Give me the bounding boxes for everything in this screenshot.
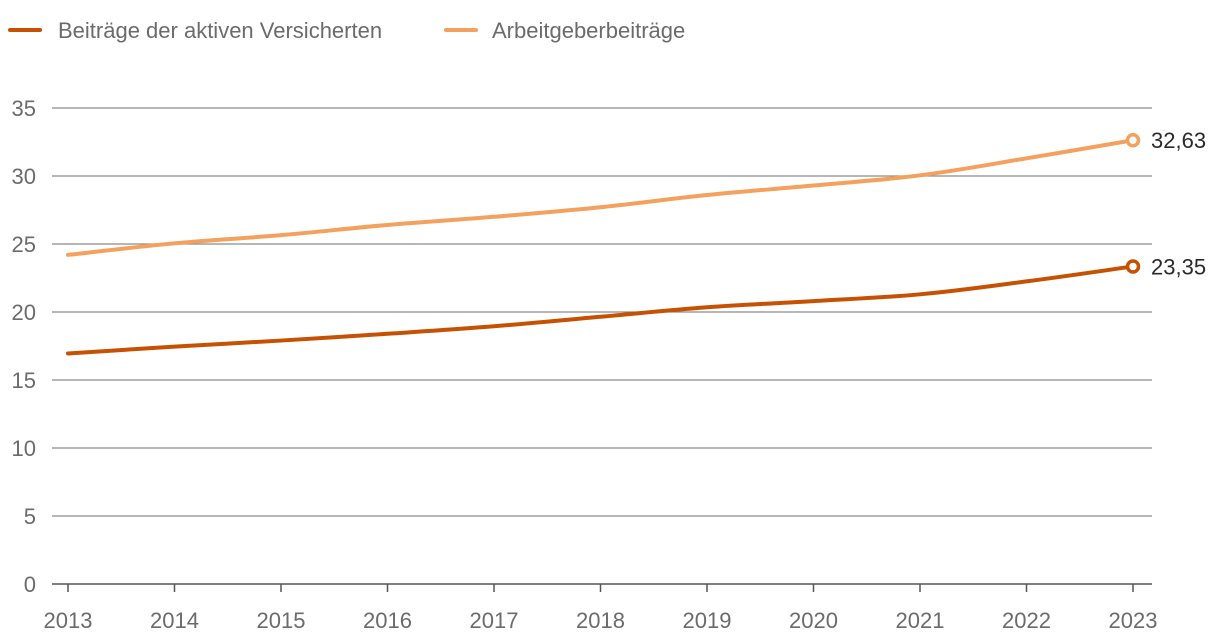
y-tick-label: 25 bbox=[12, 232, 36, 257]
y-tick-label: 20 bbox=[12, 300, 36, 325]
legend-item-1[interactable]: Arbeitgeberbeiträge bbox=[444, 18, 685, 43]
legend-label-0: Beiträge der aktiven Versicherten bbox=[58, 18, 382, 43]
x-axis: 2013 2014 2015 2016 2017 2018 2019 2020 2021 2022… bbox=[44, 583, 1158, 633]
x-tick-label: 2013 bbox=[44, 608, 93, 633]
y-tick-label: 35 bbox=[12, 96, 36, 121]
series bbox=[66, 132, 1141, 356]
y-tick-label: 10 bbox=[12, 436, 36, 461]
x-tick-label: 2020 bbox=[789, 608, 838, 633]
x-tick-label: 2017 bbox=[470, 608, 519, 633]
y-tick-label: 30 bbox=[12, 164, 36, 189]
y-axis-ticks: 0 5 10 15 20 25 30 35 bbox=[12, 96, 36, 597]
x-tick-label: 2021 bbox=[896, 608, 945, 633]
x-tick-label: 2022 bbox=[1002, 608, 1051, 633]
y-tick-label: 15 bbox=[12, 368, 36, 393]
legend-item-0[interactable]: Beiträge der aktiven Versicherten bbox=[8, 18, 382, 43]
legend: Beiträge der aktiven Versicherten Arbeit… bbox=[8, 18, 685, 43]
series-0-end-marker bbox=[1125, 259, 1141, 274]
x-tick-label: 2019 bbox=[683, 608, 732, 633]
legend-label-1: Arbeitgeberbeiträge bbox=[492, 18, 685, 43]
y-tick-label: 5 bbox=[24, 504, 36, 529]
series-0-end-label: 23,35 bbox=[1151, 254, 1206, 279]
y-tick-label: 0 bbox=[24, 572, 36, 597]
x-tick-label: 2016 bbox=[363, 608, 412, 633]
gridlines bbox=[52, 107, 1152, 517]
x-tick-label: 2018 bbox=[576, 608, 625, 633]
series-1-end-label: 32,63 bbox=[1151, 128, 1206, 153]
series-1-end-marker bbox=[1125, 132, 1141, 148]
x-tick-label: 2015 bbox=[257, 608, 306, 633]
x-tick-label: 2014 bbox=[150, 608, 199, 633]
series-line-0 bbox=[66, 264, 1135, 356]
series-line-1 bbox=[66, 138, 1135, 257]
end-labels: 32,63 23,35 bbox=[1151, 128, 1206, 279]
x-tick-label: 2023 bbox=[1109, 608, 1158, 633]
